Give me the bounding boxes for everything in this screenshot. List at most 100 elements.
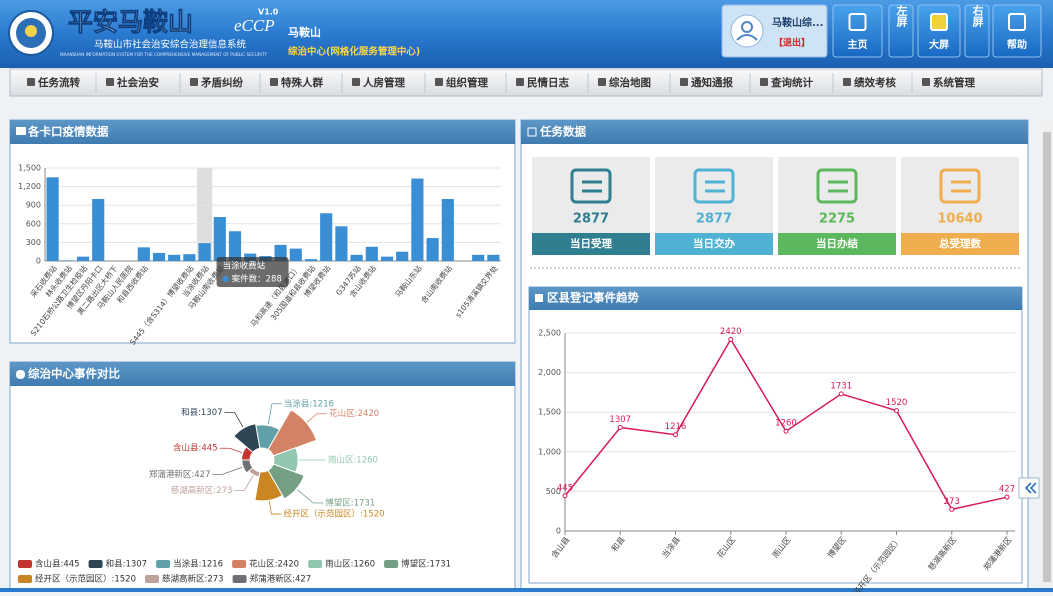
legend-swatch[interactable] (18, 575, 32, 583)
avatar-body (736, 34, 758, 41)
bar[interactable] (472, 254, 485, 261)
nav-item[interactable]: 查询统计 (770, 76, 813, 89)
header-button[interactable] (964, 4, 990, 58)
nav-item[interactable]: 组织管理 (446, 76, 488, 89)
button-label[interactable]: 左屏 (895, 4, 909, 28)
slice-label: 博望区:1731 (325, 498, 375, 509)
bar[interactable] (168, 254, 181, 261)
bar[interactable] (274, 244, 287, 261)
legend-label[interactable]: 当涂县:1216 (173, 559, 223, 570)
bar[interactable] (198, 243, 211, 261)
nav-icon (843, 78, 851, 86)
line-point[interactable] (838, 391, 844, 397)
bar[interactable] (137, 247, 150, 261)
task-label-bg (778, 233, 896, 255)
nav-item[interactable]: 人房管理 (363, 76, 405, 89)
bar[interactable] (335, 226, 348, 261)
bar[interactable] (411, 178, 424, 261)
scroll-thumb[interactable] (1043, 132, 1051, 582)
button-label[interactable]: 大屏 (929, 38, 949, 51)
nav-item[interactable]: 社会治安 (116, 76, 159, 89)
nav-item[interactable]: 综治地图 (609, 76, 651, 89)
legend-label[interactable]: 经开区（示范园区）:1520 (35, 574, 136, 585)
line-point[interactable] (562, 493, 568, 499)
panel-icon (16, 370, 25, 379)
legend-label[interactable]: 博望区:1731 (401, 559, 451, 570)
line-point[interactable] (728, 336, 734, 342)
legend-swatch[interactable] (145, 575, 159, 583)
bar[interactable] (92, 199, 105, 261)
rose-slice[interactable] (233, 423, 261, 453)
line-point[interactable] (894, 408, 899, 414)
line-point[interactable] (617, 424, 623, 430)
bar[interactable] (441, 199, 454, 261)
legend-swatch[interactable] (308, 560, 323, 568)
label-line (306, 413, 328, 423)
bar[interactable] (61, 260, 74, 261)
button-label[interactable]: 主页 (848, 38, 868, 51)
legend-swatch[interactable] (18, 560, 32, 568)
task-value: 10640 (937, 212, 982, 227)
task-icon (693, 168, 735, 204)
nav-item[interactable]: 特殊人群 (281, 76, 323, 89)
org: 综治中心(网格化服务管理中心) (288, 46, 420, 58)
nav-item[interactable]: 任务流转 (37, 76, 80, 89)
legend-swatch[interactable] (156, 560, 171, 568)
label-line (224, 412, 244, 428)
task-label-bg (901, 233, 1019, 255)
line-point[interactable] (783, 428, 789, 434)
rose-slice[interactable] (267, 463, 305, 500)
button-label[interactable]: 帮助 (1007, 38, 1027, 51)
bar[interactable] (396, 251, 409, 261)
bar[interactable] (365, 246, 378, 261)
line-point[interactable] (673, 432, 678, 438)
line-point[interactable] (949, 506, 955, 512)
bar[interactable] (320, 213, 333, 261)
bar[interactable] (304, 259, 318, 261)
bar[interactable] (487, 254, 500, 261)
bar[interactable] (350, 254, 363, 261)
label-line (219, 447, 242, 454)
legend-label[interactable]: 和县:1307 (106, 560, 148, 570)
panel-title: 综治中心事件对比 (28, 367, 120, 381)
user-name[interactable]: 马鞍山综... (772, 16, 823, 29)
nav-item[interactable]: 矛盾纠纷 (200, 76, 243, 89)
bar[interactable] (289, 248, 302, 261)
button-label[interactable]: 右屏 (971, 4, 985, 28)
legend-label[interactable]: 花山区:2420 (249, 559, 299, 570)
panel-header (10, 362, 515, 386)
tooltip (216, 257, 289, 287)
task-label: 总受理数 (939, 237, 981, 250)
nav-bar (9, 68, 1043, 97)
bar[interactable] (228, 231, 242, 261)
bar[interactable] (152, 252, 166, 261)
legend-label[interactable]: 郑蒲港新区:427 (250, 574, 312, 585)
nav-item[interactable]: 绩效考核 (854, 76, 896, 89)
bar[interactable] (426, 238, 439, 261)
bar[interactable] (213, 216, 226, 261)
rose-slice[interactable] (254, 469, 284, 502)
legend-swatch[interactable] (232, 575, 247, 583)
bar[interactable] (76, 256, 90, 261)
bar[interactable] (46, 177, 59, 261)
header-button[interactable] (888, 4, 914, 58)
logout[interactable]: 【退出】 (774, 37, 810, 49)
bar[interactable] (380, 256, 394, 261)
task-value: 2275 (819, 212, 855, 227)
nav-icon (516, 78, 524, 86)
nav-item[interactable]: 民情日志 (527, 76, 569, 89)
bar[interactable] (183, 254, 196, 261)
app-title: 平安马鞍山 (68, 8, 193, 37)
nav-item[interactable]: 通知通报 (691, 76, 733, 89)
legend-swatch[interactable] (88, 560, 103, 568)
rose-slice[interactable] (267, 409, 318, 457)
rose-slice[interactable] (241, 459, 254, 474)
legend-label[interactable]: 含山县:445 (35, 559, 80, 570)
line-point[interactable] (1004, 494, 1010, 500)
legend-label[interactable]: 雨山区:1260 (325, 559, 375, 570)
nav-item[interactable]: 系统管理 (933, 76, 975, 89)
legend-swatch[interactable] (384, 560, 399, 568)
legend-label[interactable]: 慈湖高新区:273 (162, 574, 224, 585)
legend-swatch[interactable] (232, 560, 247, 568)
collapse-button[interactable] (1018, 477, 1040, 499)
